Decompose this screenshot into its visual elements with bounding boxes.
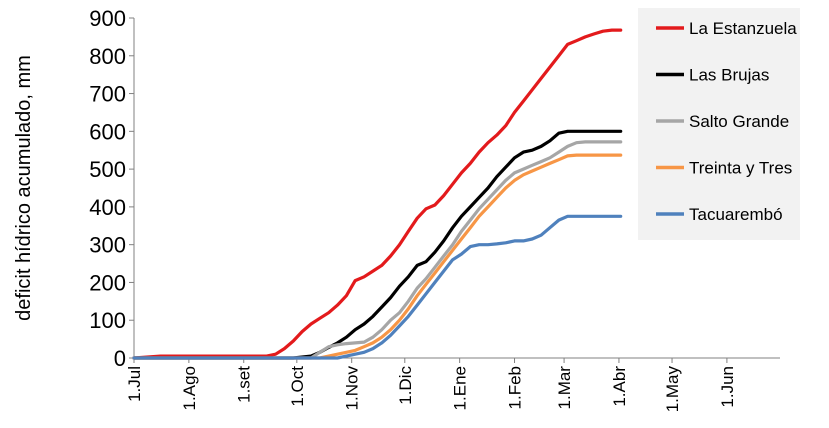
y-tick-label: 600	[89, 119, 126, 144]
legend-box	[638, 8, 800, 240]
y-tick-label: 900	[89, 6, 126, 31]
x-tick-label: 1.Nov	[343, 366, 362, 411]
x-tick-label: 1.Ago	[180, 366, 199, 410]
y-gridlines	[129, 17, 134, 359]
series-line-la-estanzuela	[132, 28, 623, 360]
legend-label: Salto Grande	[689, 112, 789, 131]
series-lines	[132, 28, 623, 360]
x-tick-label: 1.Jun	[718, 366, 737, 408]
y-tick-labels: 0 100 200 300 400 500 600 700 800 900	[89, 6, 126, 371]
series-line-salto-grande	[132, 140, 623, 360]
x-tick-label: 1.Abr	[610, 366, 629, 407]
y-tick-label: 700	[89, 82, 126, 107]
legend: La Estanzuela Las Brujas Salto Grande Trein…	[638, 8, 800, 240]
series-line-las-brujas	[132, 129, 623, 360]
x-tick-labels: 1.Jul 1.Ago 1.set 1.Oct 1.Nov 1.Dic 1.Ene 1.Feb…	[125, 358, 737, 412]
y-axis-title: deficit hídrico acumulado, mm	[13, 55, 35, 321]
x-tick-label: 1.Oct	[288, 366, 307, 407]
y-tick-label: 400	[89, 195, 126, 220]
y-tick-label: 500	[89, 157, 126, 182]
y-tick-label: 100	[89, 308, 126, 333]
y-tick-label: 300	[89, 233, 126, 258]
y-tick-label: 800	[89, 44, 126, 69]
legend-label: Las Brujas	[689, 66, 769, 85]
legend-items: La Estanzuela Las Brujas Salto Grande Trein…	[656, 19, 797, 224]
legend-label: Treinta y Tres	[689, 159, 792, 178]
legend-label: Tacuarembó	[689, 205, 783, 224]
series-line-tacuaremb-	[132, 214, 623, 360]
legend-label: La Estanzuela	[689, 19, 797, 38]
x-tick-label: 1.Feb	[506, 366, 525, 409]
series-line-treinta-y-tres	[132, 153, 623, 360]
x-tick-label: 1.Ene	[451, 366, 470, 410]
x-tick-label: 1.Jul	[125, 366, 144, 402]
x-tick-label: 1.Mar	[555, 366, 574, 410]
y-tick-label: 0	[114, 346, 126, 371]
y-tick-label: 200	[89, 270, 126, 295]
x-tick-label: 1.May	[663, 366, 682, 413]
x-tick-label: 1.set	[235, 366, 254, 403]
x-tick-label: 1.Dic	[396, 366, 415, 405]
